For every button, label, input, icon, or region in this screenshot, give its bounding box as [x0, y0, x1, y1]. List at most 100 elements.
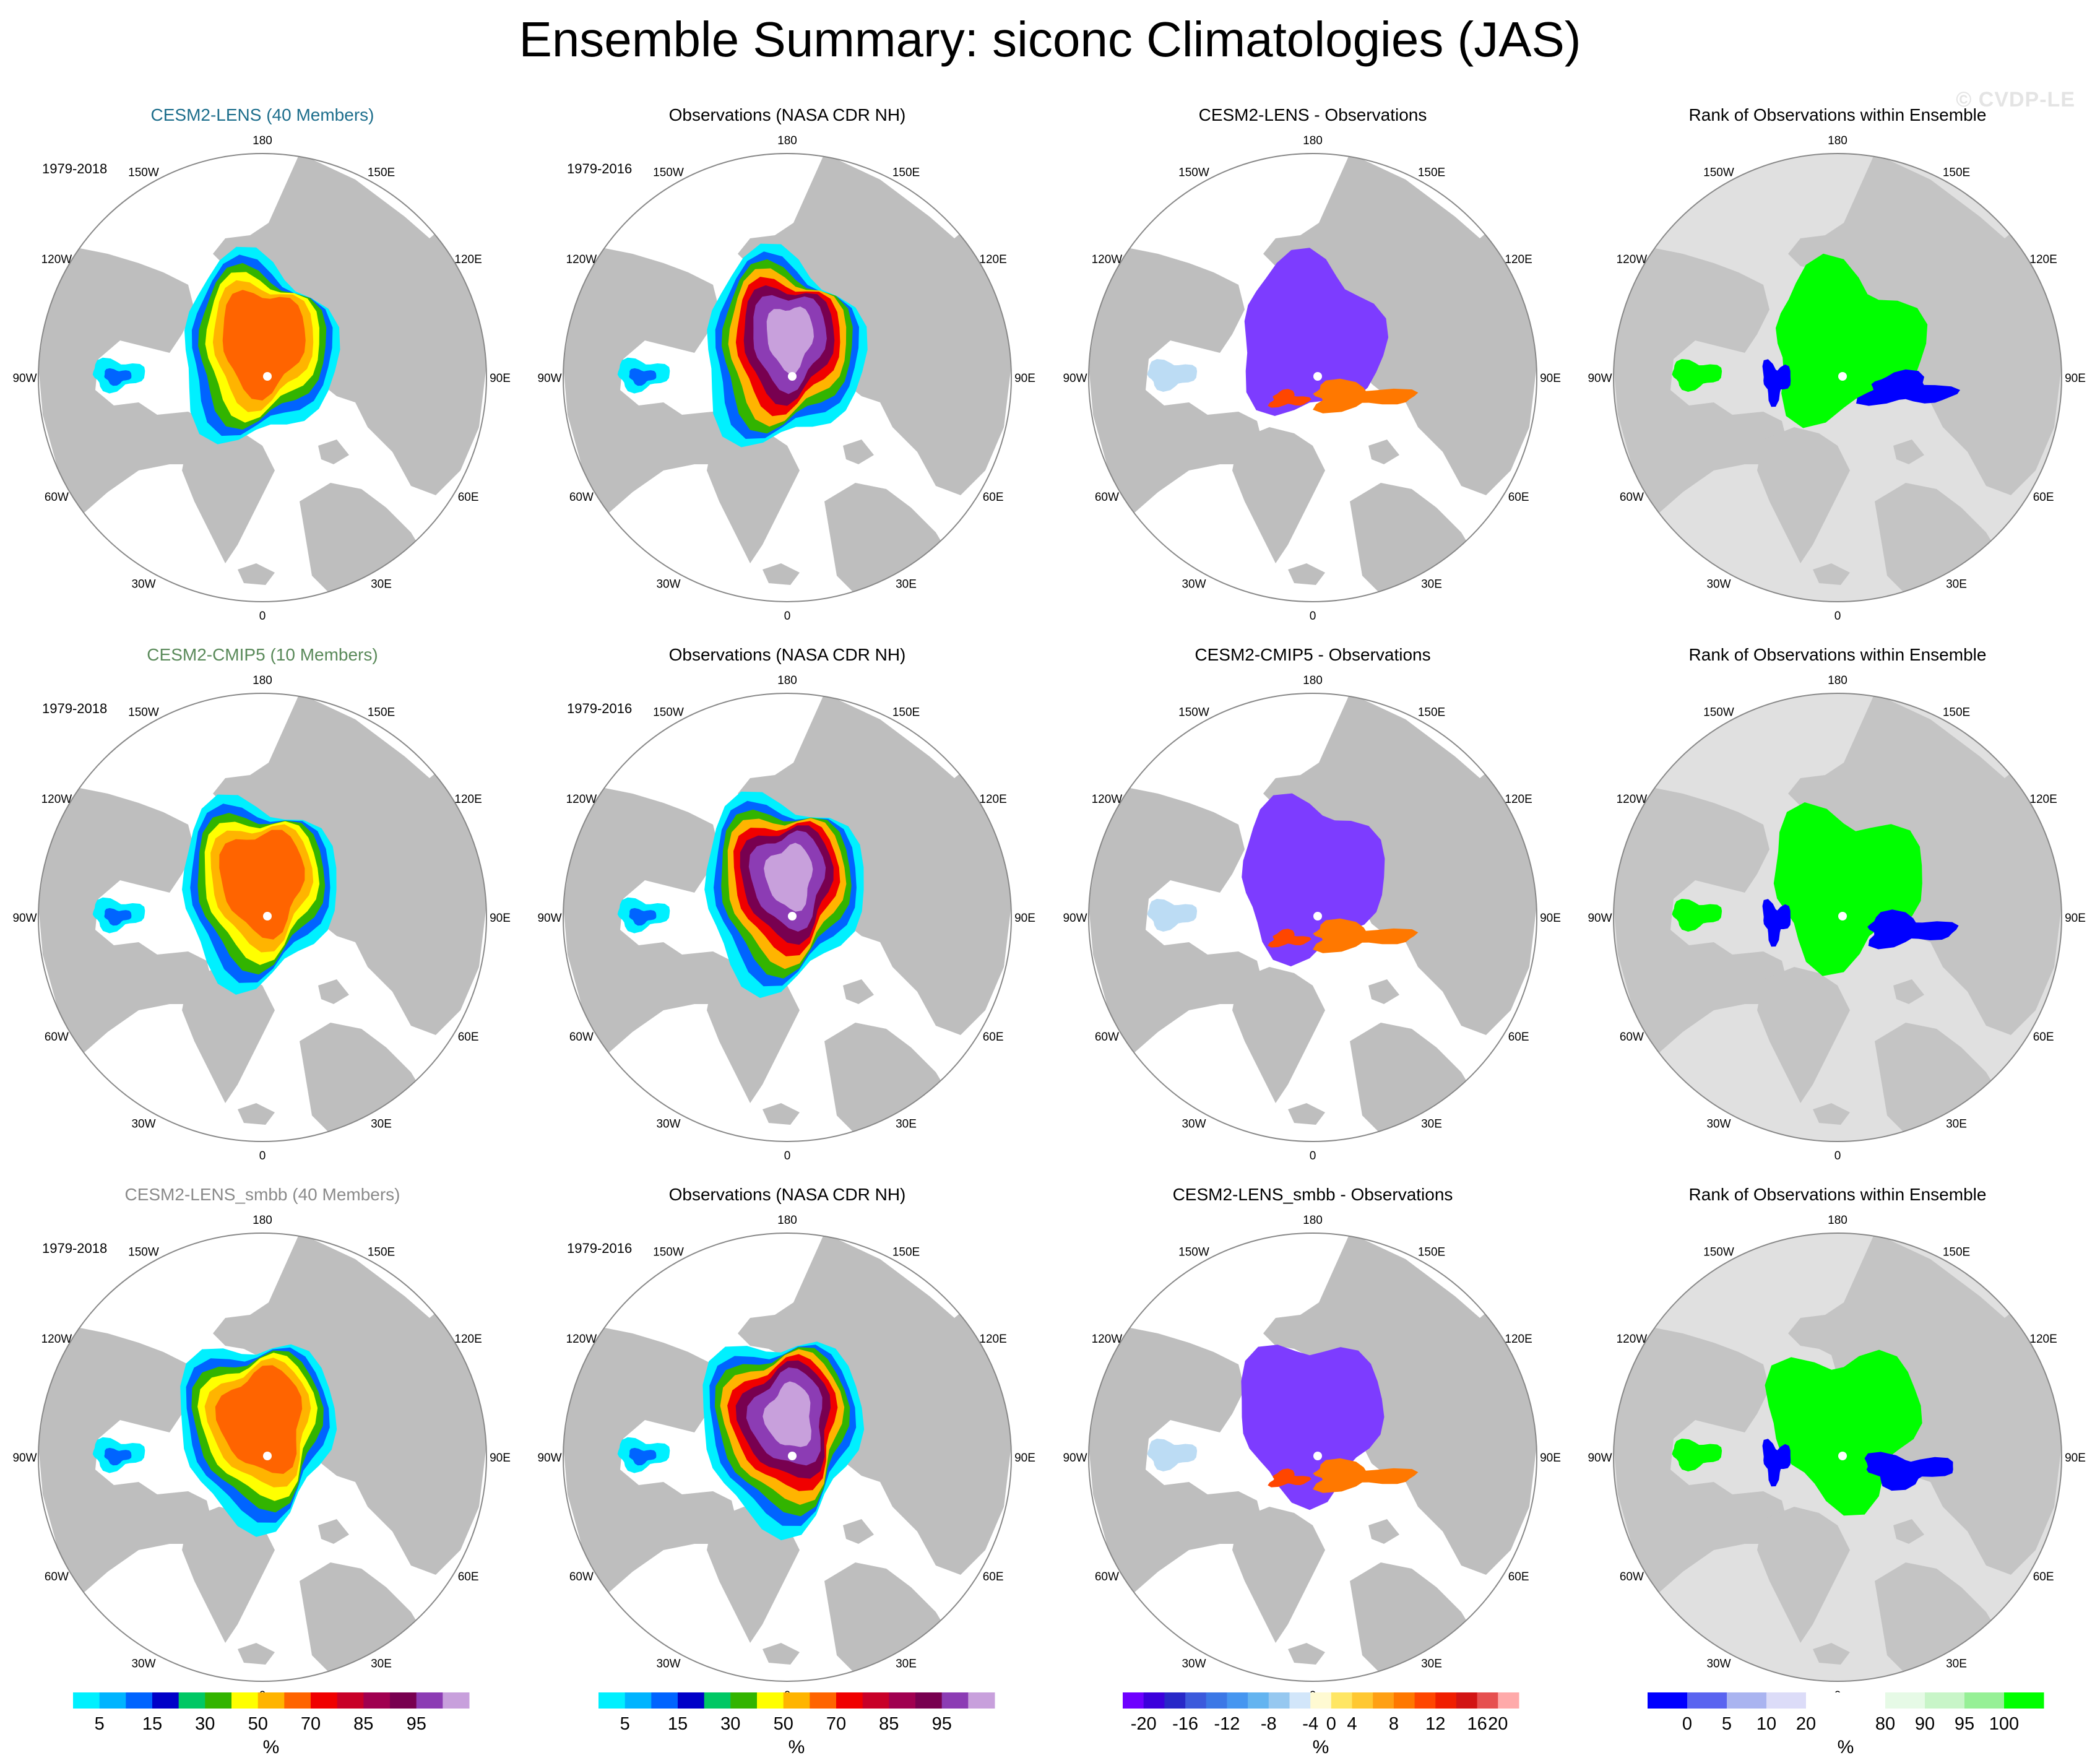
colorbar-swatch — [1123, 1692, 1144, 1709]
map-boundary — [563, 693, 1012, 1142]
land-mass — [763, 1103, 800, 1125]
colorbar-tick-label: 95 — [407, 1714, 426, 1734]
colorbar-swatch — [1846, 1692, 1886, 1709]
land-mass — [738, 154, 1011, 495]
pole-hole — [263, 1452, 272, 1460]
panel-title: Rank of Observations within Ensemble — [1688, 105, 1987, 124]
period-label: 1979-2016 — [567, 1241, 633, 1256]
land-mass — [1757, 967, 1850, 1103]
longitude-label: 150W — [128, 1245, 159, 1258]
longitude-label: 120E — [1505, 1333, 1532, 1346]
longitude-label: 120W — [41, 253, 72, 266]
map-boundary — [1613, 153, 2062, 602]
colorbar-swatch — [1727, 1692, 1767, 1709]
longitude-label: 90W — [12, 1452, 37, 1465]
land-mass — [563, 787, 738, 1054]
longitude-label: 120W — [566, 253, 597, 266]
colorbar-swatch — [1143, 1692, 1165, 1709]
map-boundary — [1088, 1232, 1537, 1682]
map-boundary — [38, 693, 487, 1142]
panel-title: CESM2-CMIP5 (10 Members) — [147, 645, 378, 664]
diff-field-bay — [1147, 1439, 1198, 1471]
diff-field-bay — [1147, 359, 1198, 392]
longitude-label: 0 — [784, 610, 791, 623]
colorbar-swatch — [205, 1692, 232, 1709]
longitude-label: 150E — [368, 706, 395, 719]
panel-title: Observations (NASA CDR NH) — [668, 645, 906, 664]
colorbar-tick-label: 50 — [774, 1714, 793, 1734]
land-mass — [318, 979, 349, 1004]
colorbar-swatch — [757, 1692, 784, 1709]
land-mass — [1813, 563, 1850, 585]
land-mass — [1089, 787, 1263, 1054]
colorbar-swatch — [1331, 1692, 1352, 1709]
colorbar-swatch — [968, 1692, 995, 1709]
colorbar-swatch — [1268, 1692, 1290, 1709]
colorbar-tick-label: 30 — [195, 1714, 215, 1734]
land-mass — [763, 1643, 800, 1665]
land-mass — [182, 1507, 275, 1643]
longitude-label: 120W — [41, 793, 72, 806]
longitude-label: 150E — [892, 166, 920, 179]
colorbar-swatch — [1456, 1692, 1478, 1709]
longitude-label: 120E — [2029, 253, 2057, 266]
colorbar-tick-label: 16 — [1467, 1714, 1487, 1734]
longitude-label: 90W — [537, 912, 561, 925]
colorbar-tick-label: 90 — [1915, 1714, 1935, 1734]
longitude-label: 180 — [1303, 1214, 1323, 1227]
longitude-label: 120E — [2029, 1333, 2057, 1346]
longitude-label: 90E — [1014, 912, 1035, 925]
longitude-label: 30W — [656, 1118, 680, 1131]
rank-field-archipelago — [1762, 1439, 1791, 1487]
longitude-label: 60E — [983, 491, 1004, 504]
map-boundary — [1613, 693, 2062, 1142]
colorbar-tick-label: 50 — [248, 1714, 268, 1734]
colorbar-swatch — [443, 1692, 470, 1709]
longitude-label: 180 — [1303, 134, 1323, 147]
longitude-label: 120E — [1505, 793, 1532, 806]
colorbar-swatch — [1289, 1692, 1311, 1709]
longitude-label: 30W — [1182, 1658, 1206, 1671]
colorbar-swatch — [1687, 1692, 1727, 1709]
land-mass — [707, 967, 800, 1103]
longitude-label: 150W — [128, 166, 159, 179]
longitude-label: 120E — [979, 253, 1006, 266]
pole-hole — [788, 1452, 797, 1460]
land-mass — [238, 1643, 275, 1665]
longitude-label: 150E — [368, 1245, 395, 1258]
pole-hole — [788, 912, 797, 920]
pole-hole — [1838, 1452, 1847, 1460]
land-mass — [182, 967, 275, 1103]
colorbar-swatch — [126, 1692, 153, 1709]
longitude-label: 150W — [1178, 706, 1209, 719]
longitude-label: 150W — [653, 1245, 684, 1258]
land-mass — [763, 563, 800, 585]
longitude-label: 120W — [1617, 253, 1648, 266]
colorbar-swatch — [1806, 1692, 1846, 1709]
period-label: 1979-2018 — [42, 161, 108, 176]
period-label: 1979-2018 — [42, 701, 108, 716]
land-mass — [1368, 440, 1399, 464]
longitude-label: 150E — [1943, 1245, 1970, 1258]
longitude-label: 90E — [1014, 1452, 1035, 1465]
land-mass — [1788, 693, 2062, 1035]
colorbar-tick-label: 80 — [1875, 1714, 1895, 1734]
longitude-label: 30E — [1421, 1118, 1442, 1131]
longitude-label: 30E — [896, 1658, 917, 1671]
colorbar-swatch — [1648, 1692, 1688, 1709]
colorbar-swatch — [99, 1692, 126, 1709]
longitude-label: 30E — [371, 1118, 392, 1131]
longitude-label: 180 — [1828, 1214, 1847, 1227]
longitude-label: 120E — [454, 1333, 482, 1346]
longitude-label: 60W — [1095, 1570, 1119, 1583]
colorbar-swatch — [1164, 1692, 1186, 1709]
colorbar-tick-label: 10 — [1756, 1714, 1776, 1734]
land-mass — [1263, 154, 1537, 495]
longitude-label: 180 — [253, 134, 272, 147]
colorbar-tick-label: -20 — [1131, 1714, 1157, 1734]
colorbar-swatch — [1310, 1692, 1332, 1709]
longitude-label: 120E — [1505, 253, 1532, 266]
colorbar-swatch — [862, 1692, 889, 1709]
